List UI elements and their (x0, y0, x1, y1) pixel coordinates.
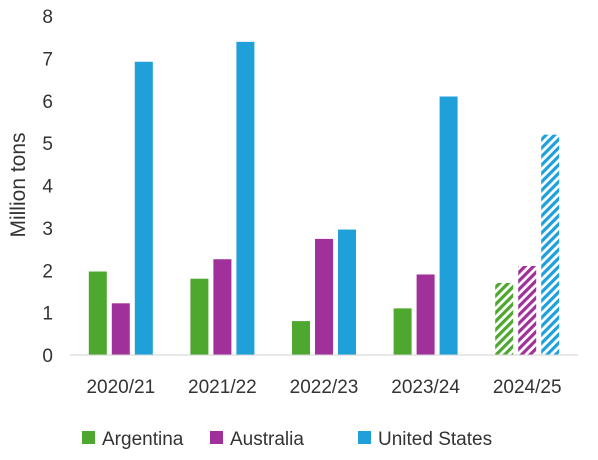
y-tick-label: 5 (42, 134, 53, 155)
y-tick-labels: 0 1 2 3 4 5 6 7 8 (42, 7, 53, 367)
category-label: 2024/25 (493, 377, 562, 398)
legend-label: United States (378, 429, 492, 450)
bars (88, 41, 560, 355)
bar-australia-2021-22 (213, 259, 232, 355)
y-tick-label: 7 (42, 49, 53, 70)
bar-australia-2024-25 (518, 266, 537, 355)
legend-swatch (210, 431, 223, 444)
legend-swatch (358, 431, 371, 444)
bar-argentina-2023-24 (393, 308, 412, 355)
y-tick-label: 4 (42, 177, 53, 198)
y-tick-label: 1 (42, 304, 53, 325)
bar-argentina-2020-21 (88, 271, 107, 355)
bar-united-states-2020-21 (134, 61, 153, 355)
bar-united-states-2024-25 (541, 134, 560, 355)
bar-argentina-2022-23 (292, 321, 310, 355)
y-tick-label: 8 (42, 7, 53, 28)
category-labels: 2020/21 2021/22 2022/23 2023/24 2024/25 (86, 377, 561, 398)
y-tick-label: 3 (42, 219, 53, 240)
category-label: 2021/22 (188, 377, 257, 398)
category-label: 2022/23 (290, 377, 359, 398)
y-tick-label: 2 (42, 261, 53, 282)
bar-australia-2022-23 (315, 238, 333, 355)
bar-united-states-2022-23 (338, 229, 356, 355)
legend-label: Australia (230, 429, 304, 450)
bar-argentina-2021-22 (190, 278, 209, 355)
category-label: 2020/21 (86, 377, 155, 398)
y-tick-label: 6 (42, 92, 53, 113)
category-label: 2023/24 (391, 377, 460, 398)
bar-australia-2020-21 (111, 303, 130, 355)
bar-australia-2023-24 (416, 274, 435, 355)
bar-argentina-2024-25 (495, 282, 514, 355)
y-axis-label: Million tons (7, 132, 30, 237)
legend: Argentina Australia United States (82, 429, 492, 450)
legend-swatch (82, 431, 95, 444)
bar-united-states-2021-22 (236, 41, 255, 355)
y-tick-label: 0 (42, 346, 53, 367)
legend-label: Argentina (102, 429, 184, 450)
bar-united-states-2023-24 (439, 96, 458, 355)
